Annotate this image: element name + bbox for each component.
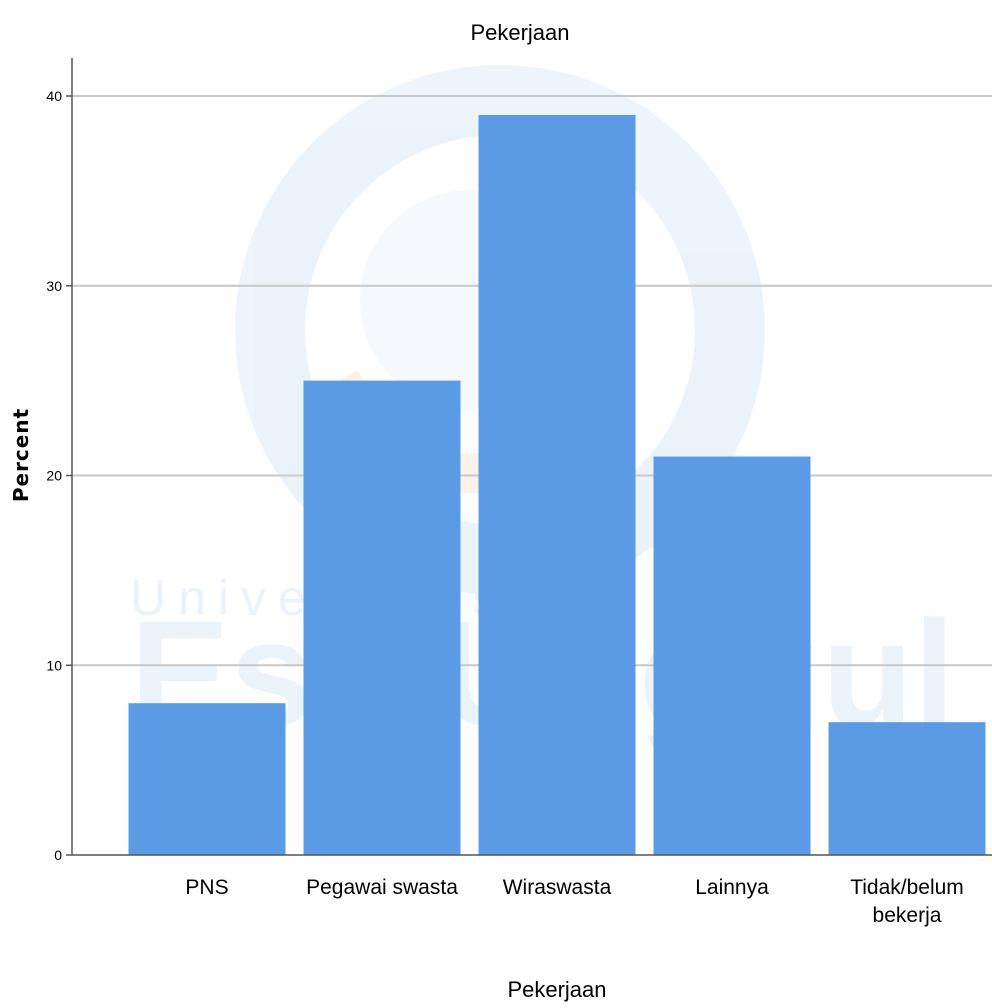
x-tick-label: Wiraswasta xyxy=(503,876,612,899)
x-tick-label: Pegawai swasta xyxy=(306,876,458,899)
y-tick-label: 40 xyxy=(46,88,62,104)
x-axis-label: Pekerjaan xyxy=(507,977,606,1002)
x-tick-label: PNS xyxy=(185,876,228,899)
y-tick-label: 30 xyxy=(46,278,62,294)
x-tick-label: Lainnya xyxy=(695,876,769,899)
y-tick-label: 0 xyxy=(54,847,62,863)
x-tick-labels: PNS Pegawai swasta Wiraswasta Lainnya Tidak/… xyxy=(185,876,963,927)
y-tick-labels: 0 10 20 30 40 xyxy=(46,88,72,863)
bar xyxy=(303,380,461,855)
bar xyxy=(128,703,286,855)
bar xyxy=(828,722,986,855)
y-tick-label: 20 xyxy=(46,468,62,484)
y-axis-label: Percent xyxy=(9,408,33,502)
bar xyxy=(478,114,636,856)
y-tick-label: 10 xyxy=(46,657,62,673)
bars xyxy=(128,114,986,856)
x-tick-label: Tidak/belum bekerja xyxy=(850,876,964,927)
bar xyxy=(653,456,811,855)
chart-title: Pekerjaan xyxy=(470,20,569,45)
